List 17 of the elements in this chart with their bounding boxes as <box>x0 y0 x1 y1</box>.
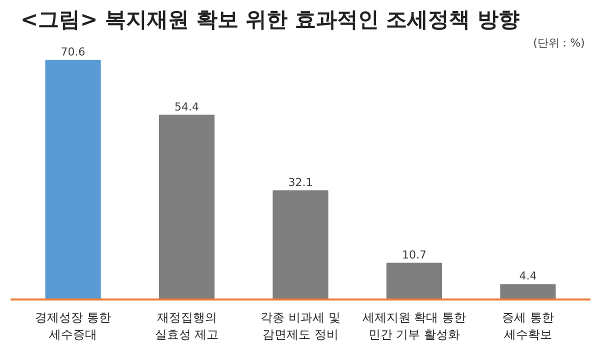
x-tick-label: 각종 비과세 및 감면제도 정비 <box>260 310 340 342</box>
text: (단위 : %) <box>533 36 585 50</box>
bar <box>158 114 215 300</box>
bar <box>386 262 442 300</box>
x-tick-label: 증세 통한 세수확보 <box>502 310 554 342</box>
bar <box>272 190 328 300</box>
data-label: 54.4 <box>174 100 200 114</box>
x-tick-label: 세제지원 확대 통한 민간 기부 활성화 <box>362 310 466 342</box>
bar <box>45 60 101 300</box>
x-tick-label: 재정집행의 실효성 제고 <box>154 310 219 342</box>
data-label: 4.4 <box>519 270 537 283</box>
chart-title: <그림> 복지재원 확보 위한 효과적인 조세정책 방향 <box>20 8 520 32</box>
data-label: 10.7 <box>402 248 426 262</box>
x-tick-label: 경제성장 통한 세수증대 <box>35 310 111 342</box>
bar <box>500 284 556 300</box>
data-label: 70.6 <box>60 45 86 58</box>
data-label: 32.1 <box>288 176 313 189</box>
